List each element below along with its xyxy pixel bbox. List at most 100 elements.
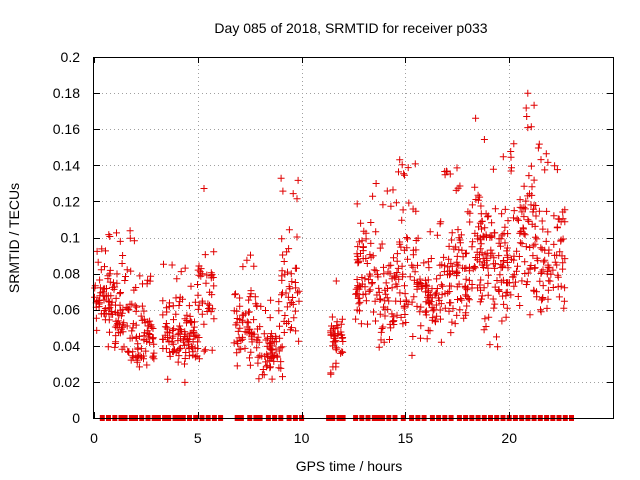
- data-point: [294, 289, 301, 297]
- data-point: [267, 335, 275, 343]
- data-point: [210, 248, 218, 256]
- data-point: [448, 229, 456, 237]
- data-point: [372, 228, 380, 236]
- data-point: [480, 326, 488, 334]
- data-point: [181, 360, 188, 368]
- data-point: [556, 248, 564, 256]
- data-point: [528, 183, 536, 191]
- data-point: [168, 338, 176, 346]
- data-point: [241, 344, 249, 352]
- data-point: [244, 319, 252, 327]
- data-point: [195, 271, 203, 279]
- data-point: [387, 202, 395, 210]
- data-point: [478, 225, 485, 233]
- data-point: [478, 218, 486, 225]
- data-point: [491, 264, 499, 272]
- data-point: [181, 264, 189, 272]
- data-point: [136, 352, 144, 360]
- data-point: [143, 280, 151, 288]
- data-point: [532, 233, 539, 241]
- data-point: [337, 349, 345, 357]
- data-point: [166, 352, 174, 360]
- data-point: [555, 293, 563, 301]
- data-point: [149, 334, 157, 342]
- data-point: [486, 232, 494, 240]
- data-point: [462, 291, 469, 299]
- data-point: [503, 288, 511, 296]
- data-point: [106, 233, 114, 240]
- data-point: [414, 261, 421, 269]
- data-point: [122, 303, 130, 311]
- data-point: [138, 353, 145, 361]
- data-point: [251, 293, 259, 301]
- data-point: [137, 345, 145, 353]
- data-point: [362, 297, 370, 305]
- data-point: [530, 101, 538, 109]
- data-point: [123, 322, 131, 330]
- data-point: [126, 234, 134, 242]
- data-point: [452, 186, 460, 194]
- data-point: [366, 286, 374, 294]
- data-point: [378, 325, 386, 332]
- data-point: [427, 255, 435, 262]
- data-point: [431, 291, 439, 299]
- data-point: [370, 308, 377, 316]
- data-point: [466, 218, 474, 226]
- data-point: [358, 274, 366, 281]
- data-point: [388, 284, 396, 292]
- data-point: [122, 273, 129, 280]
- data-point: [500, 257, 508, 265]
- data-point: [504, 230, 512, 238]
- data-point: [447, 329, 455, 337]
- data-point: [499, 153, 507, 161]
- data-point: [371, 297, 379, 305]
- data-point: [278, 343, 286, 351]
- data-point: [393, 257, 401, 265]
- data-point: [448, 318, 456, 326]
- data-point: [497, 261, 505, 269]
- data-point: [502, 313, 510, 321]
- data-point: [483, 254, 491, 262]
- data-point: [261, 352, 269, 360]
- data-point: [482, 210, 490, 218]
- data-point: [393, 250, 401, 258]
- data-point: [544, 228, 552, 236]
- data-point: [410, 293, 418, 301]
- data-point: [489, 260, 497, 268]
- data-point: [275, 298, 283, 306]
- data-point: [116, 237, 124, 245]
- data-point: [106, 278, 114, 286]
- data-point: [97, 266, 105, 274]
- data-point: [397, 313, 405, 321]
- data-point: [404, 235, 411, 243]
- data-point: [513, 267, 520, 275]
- data-point: [357, 219, 365, 227]
- data-point: [497, 235, 505, 243]
- data-point: [144, 333, 152, 341]
- data-point: [522, 197, 530, 205]
- data-point: [516, 302, 524, 309]
- data-point: [130, 237, 138, 245]
- data-point: [426, 228, 434, 236]
- data-point: [491, 300, 499, 308]
- data-point: [398, 262, 406, 270]
- data-point: [481, 315, 489, 323]
- data-point: [527, 123, 535, 131]
- data-point: [352, 315, 360, 323]
- data-point: [446, 299, 453, 307]
- data-point: [444, 263, 452, 271]
- data-point: [476, 236, 484, 244]
- data-point: [262, 307, 269, 314]
- data-point: [542, 237, 550, 245]
- data-point: [424, 258, 432, 266]
- data-point: [554, 283, 562, 291]
- data-point: [384, 268, 392, 276]
- data-point: [463, 302, 471, 310]
- data-point: [332, 363, 340, 371]
- data-point: [409, 263, 417, 271]
- data-point: [468, 281, 476, 288]
- data-point: [105, 298, 113, 306]
- data-point: [166, 299, 173, 307]
- data-point: [383, 187, 391, 195]
- data-point: [396, 240, 404, 248]
